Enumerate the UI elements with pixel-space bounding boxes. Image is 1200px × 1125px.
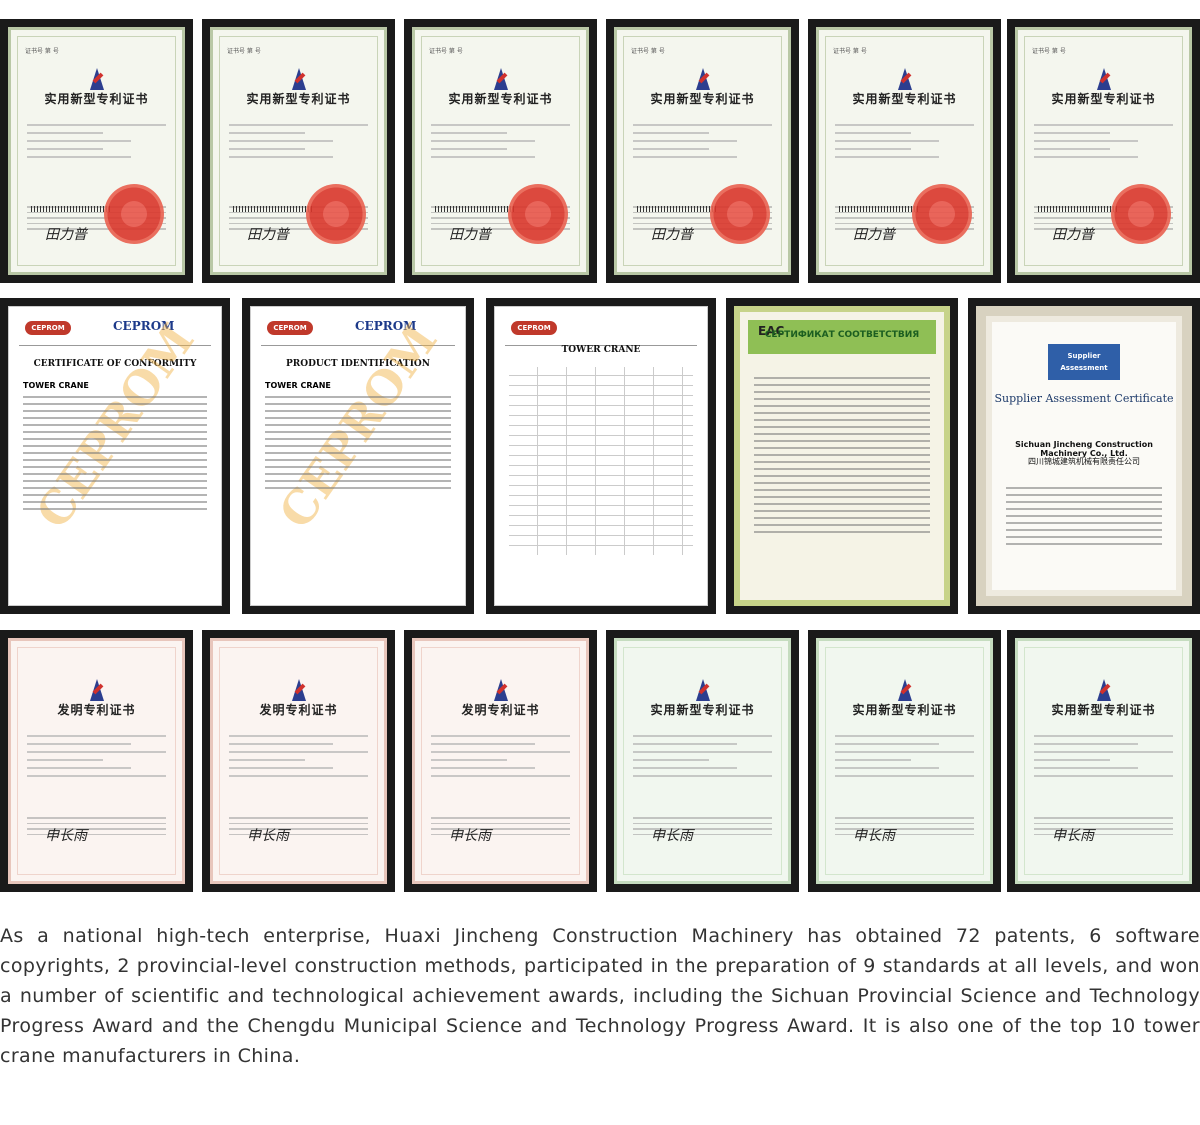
invention-patent-certificate-2: 发明专利证书 申长雨 — [202, 630, 395, 892]
certificate-title: 实用新型专利证书 — [852, 92, 957, 106]
signature: 申长雨 — [651, 828, 693, 844]
company-name: Sichuan Jincheng Construction Machinery … — [1015, 440, 1153, 458]
product-name: TOWER CRANE — [561, 345, 641, 355]
patent-office-logo-icon — [897, 68, 912, 90]
ce-annex-product-identification: CEPROM CEPROM PRODUCT IDENTIFICATION CEPR… — [242, 298, 474, 614]
certificate-title: 发明专利证书 — [461, 703, 540, 717]
signature: 申长雨 — [1052, 828, 1094, 844]
utility-patent-certificate-8: 实用新型专利证书 申长雨 — [808, 630, 1001, 892]
ce-annex-tower-crane-table: CEPROM TOWER CRANE — [486, 298, 716, 614]
signature: 申长雨 — [45, 828, 87, 844]
signature: 申长雨 — [449, 828, 491, 844]
utility-patent-certificate-4: 证书号 第 号 实用新型专利证书 田力普 — [606, 19, 799, 283]
ce-certificate-of-conformity: CEPROM CEPROM CERTIFICATE OF CONFORMITY C… — [0, 298, 230, 614]
utility-patent-certificate-6: 证书号 第 号 实用新型专利证书 田力普 — [1007, 19, 1200, 283]
invention-patent-certificate-1: 发明专利证书 申长雨 — [0, 630, 193, 892]
signature: 申长雨 — [247, 828, 289, 844]
utility-patent-certificate-7: 实用新型专利证书 申长雨 — [606, 630, 799, 892]
ceprom-brand: CEPROM — [355, 319, 417, 333]
signature: 田力普 — [651, 227, 693, 243]
signature: 田力普 — [45, 227, 87, 243]
certificate-title: 实用新型专利证书 — [448, 92, 553, 106]
company-name-cn: 四川锦城建筑机械有限责任公司 — [1028, 457, 1140, 466]
utility-patent-certificate-5: 证书号 第 号 实用新型专利证书 田力普 — [808, 19, 1001, 283]
patent-office-logo-icon — [695, 68, 710, 90]
red-seal-icon — [508, 184, 568, 244]
red-seal-icon — [710, 184, 770, 244]
certificate-title: 实用新型专利证书 — [1051, 92, 1156, 106]
certificate-title: 实用新型专利证书 — [246, 92, 351, 106]
certificate-title: 发明专利证书 — [259, 703, 338, 717]
supplier-assessment-badge: Supplier Assessment — [1048, 344, 1120, 380]
certificate-title: 实用新型专利证书 — [650, 92, 755, 106]
certificate-title: 实用新型专利证书 — [650, 703, 755, 717]
tuv-supplier-assessment-certificate: Supplier Assessment Supplier Assessment C… — [968, 298, 1200, 614]
ceprom-logo: CEPROM — [511, 321, 557, 335]
red-seal-icon — [912, 184, 972, 244]
certificate-title: 实用新型专利证书 — [852, 703, 957, 717]
patent-office-logo-icon — [897, 679, 912, 701]
patent-office-logo-icon — [291, 679, 306, 701]
utility-patent-certificate-2: 证书号 第 号 实用新型专利证书 田力普 — [202, 19, 395, 283]
eac-certificate: EAC СЕРТИФИКАТ СООТВЕТСТВИЯ — [726, 298, 958, 614]
signature: 田力普 — [853, 227, 895, 243]
ceprom-logo: CEPROM — [267, 321, 313, 335]
annex-title: PRODUCT IDENTIFICATION — [286, 359, 430, 369]
certificate-gallery: 证书号 第 号 实用新型专利证书 田力普 证书号 第 号 实用新型专利证书 田力… — [0, 19, 1200, 892]
eac-mark: EAC — [758, 324, 785, 338]
patent-office-logo-icon — [89, 679, 104, 701]
patent-office-logo-icon — [291, 68, 306, 90]
signature: 田力普 — [449, 227, 491, 243]
signature: 田力普 — [247, 227, 289, 243]
certificate-title: Supplier Assessment Certificate — [994, 392, 1174, 405]
certificate-title: 实用新型专利证书 — [44, 92, 149, 106]
signature: 申长雨 — [853, 828, 895, 844]
product-name: TOWER CRANE — [265, 381, 331, 390]
patent-office-logo-icon — [1096, 68, 1111, 90]
patent-office-logo-icon — [695, 679, 710, 701]
signature: 田力普 — [1052, 227, 1094, 243]
specification-table — [509, 367, 693, 555]
patent-office-logo-icon — [1096, 679, 1111, 701]
product-name: TOWER CRANE — [23, 381, 89, 390]
patent-office-logo-icon — [89, 68, 104, 90]
ceprom-logo: CEPROM — [25, 321, 71, 335]
patent-office-logo-icon — [493, 68, 508, 90]
red-seal-icon — [1111, 184, 1171, 244]
certificate-title: 发明专利证书 — [57, 703, 136, 717]
invention-patent-certificate-3: 发明专利证书 申长雨 — [404, 630, 597, 892]
ceprom-brand: CEPROM — [113, 319, 175, 333]
utility-patent-certificate-3: 证书号 第 号 实用新型专利证书 田力普 — [404, 19, 597, 283]
company-description: As a national high-tech enterprise, Huax… — [0, 925, 1200, 1067]
certificate-title: 实用新型专利证书 — [1051, 703, 1156, 717]
red-seal-icon — [306, 184, 366, 244]
red-seal-icon — [104, 184, 164, 244]
patent-office-logo-icon — [493, 679, 508, 701]
certificate-title: СЕРТИФИКАТ СООТВЕТСТВИЯ — [764, 330, 920, 340]
utility-patent-certificate-1: 证书号 第 号 实用新型专利证书 田力普 — [0, 19, 193, 283]
utility-patent-certificate-9: 实用新型专利证书 申长雨 — [1007, 630, 1200, 892]
certificate-title: CERTIFICATE OF CONFORMITY — [33, 359, 197, 369]
